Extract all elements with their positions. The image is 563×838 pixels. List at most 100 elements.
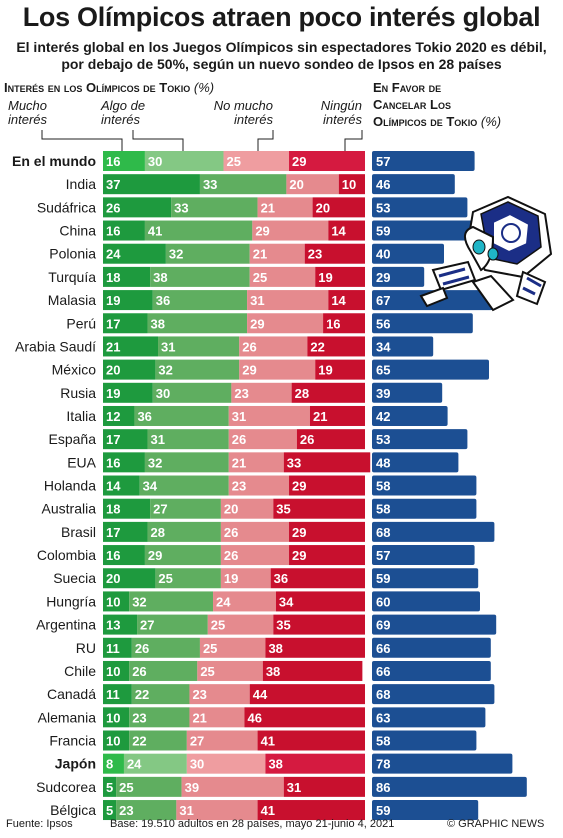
bar-no-mucho-canada [189,684,250,705]
row-label-sudafrica: Sudáfrica [37,199,96,215]
mascot-figure [419,195,553,312]
bar-no-mucho-eua [228,452,284,473]
bar-ningun-chile [262,660,363,681]
bar-value-algo-alemania: 23 [132,710,146,725]
bar-no-mucho-argentina [207,614,274,635]
bar-mucho-ru [103,637,132,658]
bar-mucho-peru [103,313,148,334]
page-title: Los Olímpicos atraen poco interés global [22,2,541,32]
bar-value-ningun-malasia: 14 [331,293,346,308]
bar-favor-belgica [372,800,479,821]
bar-no-mucho-australia [220,498,274,519]
bar-mucho-espana [103,429,148,450]
row-label-brasil: Brasil [61,524,96,540]
bar-favor-value-argentina: 69 [376,618,390,633]
bar-mucho-en-el-mundo [103,151,145,171]
bar-favor-francia [372,730,477,751]
bar-ningun-en-el-mundo [289,151,365,171]
bar-mucho-china [103,220,145,241]
bar-mucho-arabia-saudi [103,336,159,357]
bar-favor-value-mexico: 65 [376,363,390,378]
row-label-arabia-saudi: Arabia Saudí [15,338,96,354]
bar-value-mucho-en-el-mundo: 16 [106,154,120,169]
bar-value-no-mucho-japon: 30 [190,757,204,772]
bar-favor-eua [372,452,459,473]
bar-value-no-mucho-francia: 27 [190,734,204,749]
footer-source: Fuente: Ipsos [6,818,73,830]
bar-value-no-mucho-en-el-mundo: 25 [227,154,241,169]
legend-algo-interes: Algo de interés [101,98,146,127]
row-label-japon: Japón [55,756,96,772]
bar-value-algo-peru: 38 [151,316,165,331]
bar-no-mucho-belgica [176,800,258,821]
bar-mucho-italia [103,405,135,426]
bar-favor-value-chile: 66 [376,664,390,679]
bar-ningun-polonia [304,243,365,264]
bar-ningun-peru [323,313,365,334]
row-label-hungria: Hungría [46,593,96,609]
bar-mucho-canada [103,684,132,705]
bar-value-algo-colombia: 29 [148,548,162,563]
bar-ningun-belgica [257,800,365,821]
bar-value-no-mucho-ru: 25 [203,641,217,656]
bar-value-ningun-belgica: 41 [261,803,275,818]
bar-no-mucho-chile [197,660,263,681]
bar-value-mucho-espana: 17 [106,432,120,447]
bar-value-algo-espana: 31 [151,432,165,447]
bar-favor-value-colombia: 57 [376,548,390,563]
row-label-holanda: Holanda [44,478,96,494]
row-label-italia: Italia [66,408,96,424]
right-header-line-1: En Favor de [373,80,442,95]
row-label-en-el-mundo: En el mundo [12,153,96,169]
bar-algo-chile [129,660,198,681]
bar-value-no-mucho-arabia-saudi: 26 [242,339,256,354]
bar-favor-value-sudafrica: 53 [376,200,390,215]
bar-algo-turquia [150,266,250,287]
left-chart-header-unit: (%) [193,80,215,95]
bar-favor-value-suecia: 59 [376,571,390,586]
bar-algo-brasil [147,521,221,542]
bar-algo-francia [129,730,187,751]
bar-algo-sudafrica [171,197,258,218]
bar-value-algo-hungria: 32 [132,594,146,609]
bar-ningun-alemania [244,707,365,728]
bar-mucho-turquia [103,266,151,287]
bar-value-algo-arabia-saudi: 31 [161,339,175,354]
bar-favor-colombia [372,545,475,566]
bar-favor-rusia [372,382,443,403]
bar-algo-arabia-saudi [158,336,240,357]
bar-value-algo-francia: 22 [132,734,146,749]
bar-favor-value-malasia: 67 [376,293,390,308]
bar-no-mucho-hungria [213,591,276,612]
bar-algo-italia [134,405,229,426]
bar-ningun-australia [273,498,365,519]
bar-value-ningun-rusia: 28 [295,386,309,401]
bar-ningun-turquia [315,266,365,287]
bar-favor-value-sudcorea: 86 [376,780,390,795]
bar-no-mucho-holanda [228,475,290,496]
bar-ningun-colombia [289,545,365,566]
bar-mucho-sudafrica [103,197,172,218]
bar-ningun-eua [283,452,371,473]
legend-no-mucho-interes: No mucho interés [213,98,273,127]
bar-mucho-alemania [103,707,130,728]
bar-value-no-mucho-colombia: 26 [224,548,238,563]
bar-value-mucho-chile: 10 [106,664,120,679]
left-chart-header: Interés en los Olímpicos de Tokio (%) [4,79,334,96]
bar-value-no-mucho-alemania: 21 [192,710,206,725]
row-label-china: China [59,223,96,239]
bar-favor-en-el-mundo [372,151,475,171]
bar-ningun-india [338,174,365,195]
bar-value-ningun-argentina: 35 [276,618,290,633]
row-label-mexico: México [52,362,97,378]
bar-favor-value-italia: 42 [376,409,390,424]
bar-no-mucho-sudafrica [257,197,313,218]
bar-ningun-hungria [275,591,365,612]
bar-value-mucho-italia: 12 [106,409,120,424]
bar-favor-sudcorea [372,776,527,797]
bar-favor-japon [372,753,513,774]
bar-value-ningun-italia: 21 [313,409,327,424]
bar-algo-canada [131,684,190,705]
bar-algo-china [144,220,253,241]
bar-favor-value-espana: 53 [376,432,390,447]
